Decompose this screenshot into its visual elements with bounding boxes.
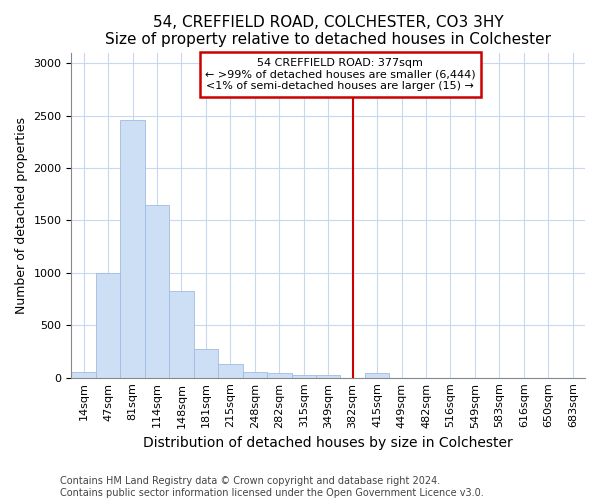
Bar [365, 374, 389, 378]
Text: 54 CREFFIELD ROAD: 377sqm
← >99% of detached houses are smaller (6,444)
<1% of s: 54 CREFFIELD ROAD: 377sqm ← >99% of deta… [205, 58, 476, 91]
Bar [292, 374, 316, 378]
Y-axis label: Number of detached properties: Number of detached properties [15, 116, 28, 314]
Bar [96, 273, 121, 378]
Text: Contains HM Land Registry data © Crown copyright and database right 2024.
Contai: Contains HM Land Registry data © Crown c… [60, 476, 484, 498]
Bar [71, 372, 96, 378]
Bar [194, 350, 218, 378]
Bar [121, 120, 145, 378]
Bar [242, 372, 267, 378]
Bar [169, 290, 194, 378]
Title: 54, CREFFIELD ROAD, COLCHESTER, CO3 3HY
Size of property relative to detached ho: 54, CREFFIELD ROAD, COLCHESTER, CO3 3HY … [105, 15, 551, 48]
Bar [218, 364, 242, 378]
Bar [267, 374, 292, 378]
X-axis label: Distribution of detached houses by size in Colchester: Distribution of detached houses by size … [143, 436, 513, 450]
Bar [145, 204, 169, 378]
Bar [316, 375, 340, 378]
